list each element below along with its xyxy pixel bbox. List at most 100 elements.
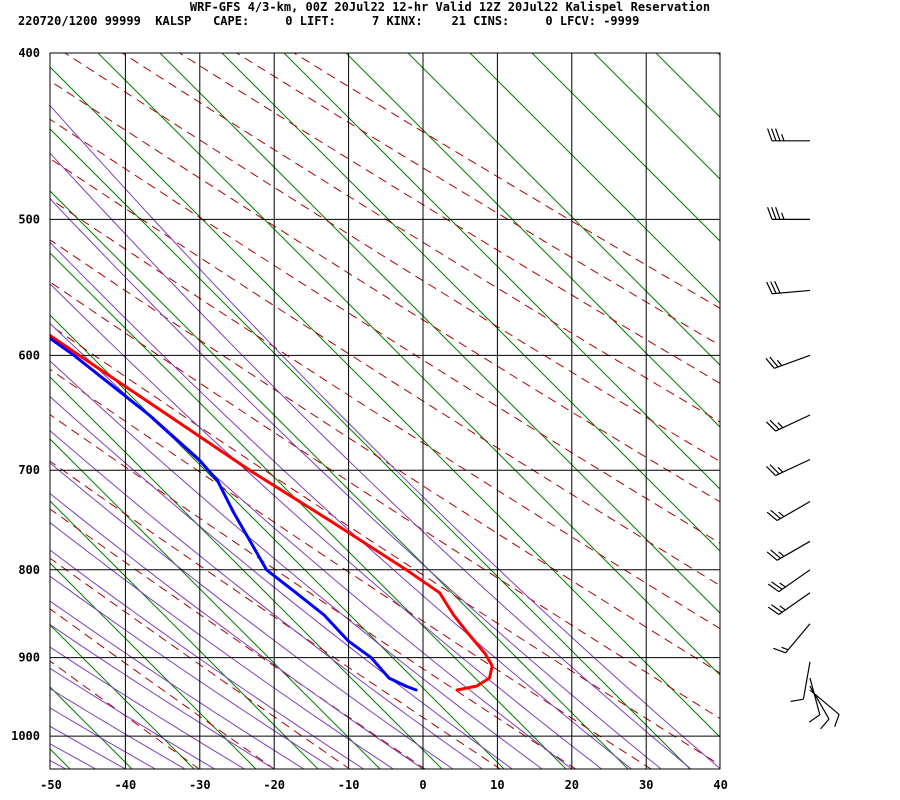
mixing-ratio-line (531, 53, 720, 242)
wind-barb (767, 206, 810, 220)
pressure-temperature-grid (50, 52, 720, 769)
dry-adiabat-line (235, 53, 720, 346)
moist-adiabat-line (50, 360, 543, 769)
mixing-ratio-line (50, 376, 443, 769)
mixing-ratio-line (0, 53, 37, 798)
pressure-tick-label: 800 (18, 563, 40, 577)
mixing-ratio-line (50, 624, 195, 769)
x-tick-label: -10 (338, 778, 360, 792)
mixing-ratio-line (50, 500, 319, 769)
wind-barb (766, 540, 811, 561)
moist-adiabat-line (50, 104, 720, 769)
wind-barb (767, 569, 811, 593)
x-tick-label: 40 (713, 778, 727, 792)
wind-barb (766, 281, 811, 295)
moist-adiabat-line (50, 241, 633, 769)
moist-adiabat-line (50, 492, 424, 769)
mixing-ratio-line (159, 53, 720, 614)
pressure-tick-label: 700 (18, 463, 40, 477)
chart-stats-line: 220720/1200 99999 KALSP CAPE: 0 LIFT: 7 … (18, 14, 640, 28)
dry-adiabat-line (50, 508, 426, 769)
dry-adiabat-line (50, 660, 200, 769)
moist-adiabat-line (50, 688, 186, 769)
wind-barb (767, 128, 810, 142)
moist-adiabat-line (50, 646, 246, 769)
dry-adiabat-line (64, 53, 720, 463)
wind-barb (808, 677, 821, 723)
x-tick-label: 20 (565, 778, 579, 792)
x-tick-label: -40 (115, 778, 137, 792)
mixing-ratio-line (593, 53, 720, 180)
wind-barb (809, 685, 830, 730)
wind-barb (809, 689, 840, 727)
wind-barb (766, 501, 811, 522)
moist-adiabat-line (50, 396, 514, 769)
mixing-ratio-line (50, 252, 567, 769)
moist-adiabat-line (50, 600, 305, 769)
mixing-ratio-line (407, 53, 720, 366)
mixing-ratio-line (283, 53, 720, 490)
chart-title: WRF-GFS 4/3-km, 00Z 20Jul22 12-hr Valid … (189, 0, 711, 14)
x-tick-label: 0 (419, 778, 426, 792)
x-tick-label: 30 (639, 778, 653, 792)
pressure-tick-label: 400 (18, 46, 40, 60)
mixing-ratio-line (50, 66, 720, 738)
moist-adiabat-line (50, 667, 216, 769)
moist-adiabat-line (50, 283, 603, 769)
mixing-ratio-line (345, 53, 720, 428)
dry-adiabat-line (50, 414, 577, 769)
background-lines (0, 34, 900, 798)
dry-adiabat-line (50, 281, 720, 720)
mixing-ratio-line (221, 53, 720, 552)
moist-adiabat-line (0, 34, 13, 773)
moist-adiabat-line (50, 624, 276, 769)
moist-adiabat-line (50, 152, 692, 769)
mixing-ratio-line (780, 53, 900, 798)
wind-barb (767, 592, 811, 616)
wind-barbs (765, 128, 840, 730)
wind-barb (773, 623, 811, 654)
moist-adiabat-line (50, 430, 484, 769)
dry-adiabat-line (50, 557, 351, 769)
mixing-ratio-line (50, 128, 691, 769)
moist-adiabat-line (50, 521, 395, 769)
pressure-tick-label: 1000 (11, 729, 40, 743)
mixing-ratio-line (469, 53, 720, 304)
dry-adiabat-line (50, 198, 720, 630)
mixing-ratio-line (717, 53, 720, 56)
mixing-ratio-line (50, 314, 505, 769)
wind-barb (765, 414, 811, 432)
mixing-ratio-line (50, 562, 257, 769)
mixing-ratio-line (655, 53, 720, 118)
moist-adiabat-line (50, 575, 335, 769)
dewpoint-profile (50, 336, 418, 692)
pressure-tick-label: 500 (18, 212, 40, 226)
x-tick-label: 10 (490, 778, 504, 792)
plot-frame (49, 52, 721, 770)
moist-adiabat-line (50, 462, 454, 769)
dry-adiabat-line (121, 53, 720, 423)
mixing-ratio-line (842, 53, 900, 798)
moist-adiabat-line (50, 549, 365, 769)
x-tick-label: -30 (189, 778, 211, 792)
moist-adiabat-line (50, 322, 573, 769)
sounding-profiles (50, 333, 494, 692)
temperature-profile (50, 333, 494, 692)
x-tick-label: -50 (40, 778, 62, 792)
wind-barb (790, 661, 811, 703)
dry-adiabat-line (50, 80, 720, 503)
mixing-ratio-line (50, 190, 629, 769)
wind-barb (765, 354, 811, 369)
wind-barb (765, 458, 811, 477)
mixing-ratio-line (97, 53, 720, 676)
x-tick-label: -20 (263, 778, 285, 792)
dry-adiabat-line (50, 324, 720, 766)
pressure-tick-label: 600 (18, 348, 40, 362)
dry-adiabat-line (50, 608, 276, 769)
dry-adiabat-line (50, 460, 502, 769)
dry-adiabat-line (293, 53, 720, 309)
mixing-ratio-line (50, 686, 133, 769)
pressure-tick-label: 900 (18, 651, 40, 665)
axis-tick-labels: -50 -40 -30 -20 -10 0 10 20 30 40 400 500 600 700 800 9… (11, 46, 728, 792)
